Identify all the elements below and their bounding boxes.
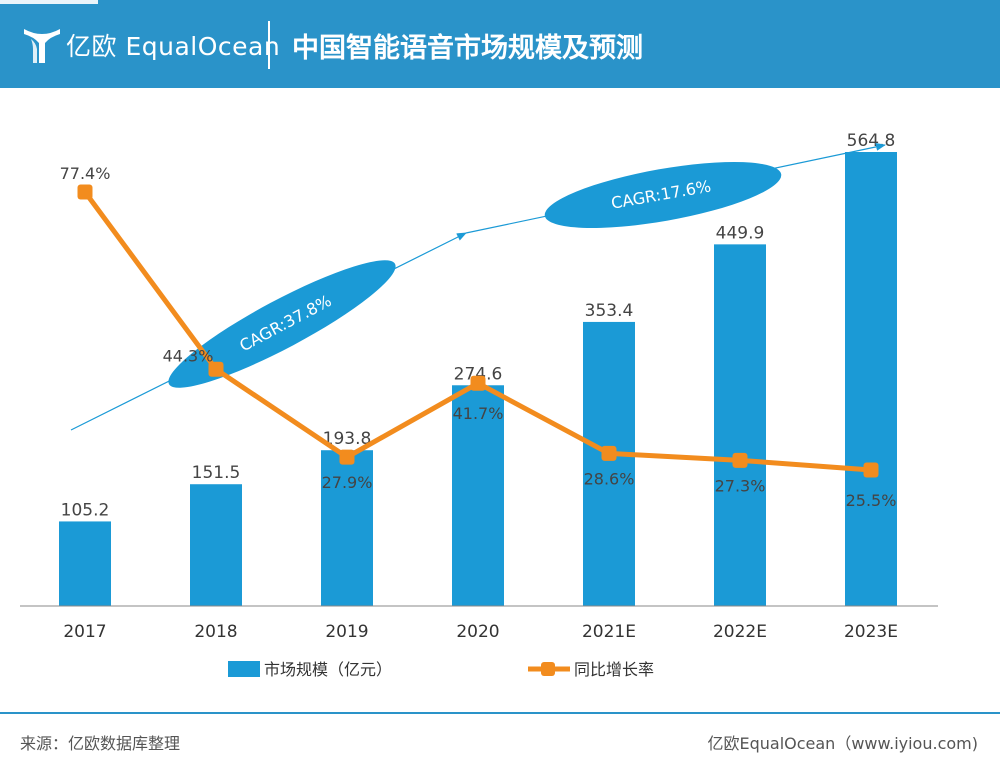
brand-name: 亿欧 EqualOcean	[66, 32, 281, 61]
growth-rate-label: 27.3%	[715, 476, 766, 495]
growth-rate-point	[601, 445, 617, 461]
legend-label-line: 同比增长率	[574, 660, 654, 679]
bar-2017	[59, 521, 111, 606]
x-tick-label: 2017	[63, 622, 106, 642]
growth-rate-point	[77, 184, 93, 200]
growth-rate-point	[863, 462, 879, 478]
bar-2023E	[845, 152, 897, 606]
growth-rate-label: 41.7%	[453, 404, 504, 423]
cagr-ellipse-2	[544, 161, 782, 229]
growth-rate-label: 28.6%	[584, 469, 635, 488]
header-divider	[268, 21, 270, 69]
growth-rate-point	[339, 449, 355, 465]
bar-value-label: 193.8	[323, 429, 372, 449]
credit-note: 亿欧EqualOcean（www.iyiou.com)	[707, 734, 978, 753]
bar-2019	[321, 450, 373, 606]
header-corner-accent	[0, 0, 98, 4]
growth-rate-label: 44.3%	[163, 346, 214, 365]
bar-2020	[452, 385, 504, 606]
x-tick-label: 2020	[456, 622, 499, 642]
x-tick-label: 2022E	[713, 622, 767, 642]
bar-value-label: 151.5	[192, 463, 241, 483]
cagr-ellipse-1	[168, 260, 396, 388]
legend-swatch-bar	[228, 661, 260, 677]
bar-2021E	[583, 321, 635, 606]
growth-rate-point	[732, 452, 748, 468]
x-tick-label: 2021E	[582, 622, 636, 642]
growth-rate-point	[208, 361, 224, 377]
bar-value-label: 105.2	[61, 500, 110, 520]
source-note: 来源：亿欧数据库整理	[20, 734, 181, 753]
x-tick-label: 2019	[325, 622, 368, 642]
growth-rate-label: 77.4%	[60, 164, 111, 183]
bar-value-label: 274.6	[454, 364, 503, 384]
x-tick-label: 2018	[194, 622, 237, 642]
growth-rate-label: 27.9%	[322, 473, 373, 492]
bar-2018	[190, 484, 242, 606]
legend-label-bar: 市场规模（亿元）	[264, 660, 392, 679]
equalocean-logo-icon	[24, 29, 60, 63]
bar-value-label: 449.9	[716, 223, 765, 243]
page-title: 中国智能语音市场规模及预测	[292, 33, 643, 64]
bar-value-label: 353.4	[585, 301, 634, 321]
growth-rate-label: 25.5%	[846, 491, 897, 510]
growth-rate-point	[470, 375, 486, 391]
header-banner: 亿欧 EqualOcean 中国智能语音市场规模及预测	[0, 0, 1000, 88]
legend-swatch-point	[541, 662, 555, 676]
x-tick-label: 2023E	[844, 622, 898, 642]
bar-2022E	[714, 244, 766, 606]
footer-rule	[0, 712, 1000, 714]
